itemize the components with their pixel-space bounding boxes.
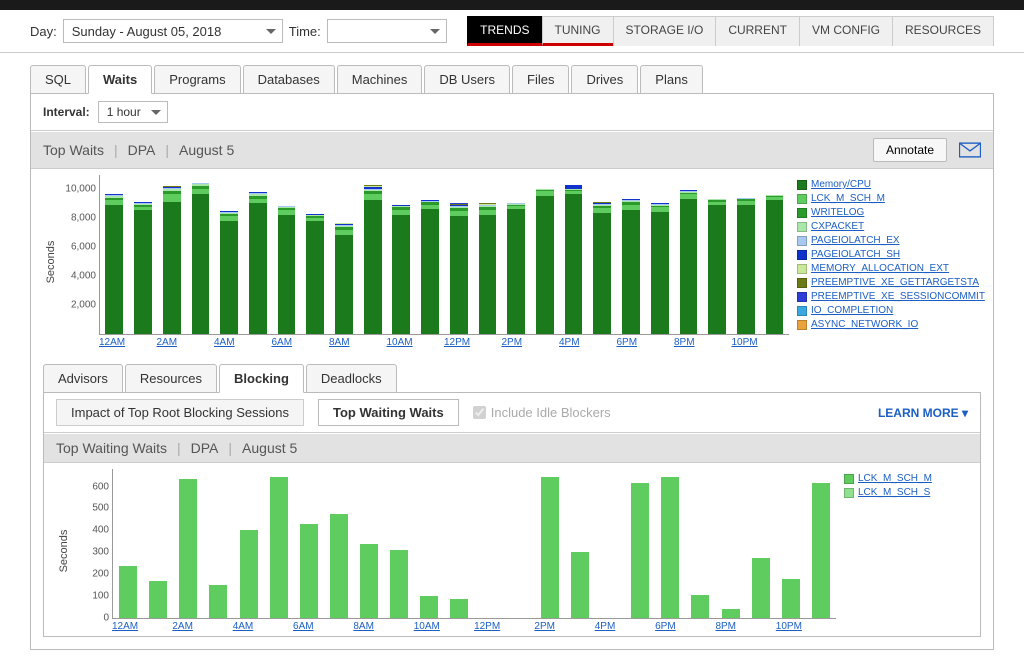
blocking-panel: Impact of Top Root Blocking Sessions Top… [43,392,981,637]
x-tick-link[interactable]: 8PM [715,621,736,632]
nav-tab[interactable]: STORAGE I/O [613,16,717,46]
nav-tab[interactable]: RESOURCES [892,16,994,46]
sub-tab[interactable]: Drives [571,65,638,94]
x-tick-link[interactable]: 8PM [674,337,695,348]
x-tick-link[interactable]: 8AM [329,337,350,348]
nav-tab[interactable]: VM CONFIG [799,16,893,46]
lower-tab[interactable]: Blocking [219,364,304,393]
x-tick-link[interactable]: 2AM [157,337,178,348]
time-label: Time: [289,24,321,39]
legend-item[interactable]: WRITELOG [797,207,989,218]
sub-tab[interactable]: Plans [640,65,703,94]
top-bar [0,0,1024,10]
legend-item[interactable]: LCK_M_SCH_S [844,487,976,498]
filter-top-waiting-button[interactable]: Top Waiting Waits [318,399,459,426]
top-x-axis: 12AMx2AMx4AMx6AMx8AMx10AMx12PMx2PMx4PMx6… [99,335,789,348]
x-tick-link[interactable]: 10AM [414,621,440,632]
lower-tab[interactable]: Deadlocks [306,364,397,393]
lower-tabs: AdvisorsResourcesBlockingDeadlocks [43,364,993,393]
legend-item[interactable]: CXPACKET [797,221,989,232]
day-select[interactable]: Sunday - August 05, 2018 [63,19,283,43]
time-select[interactable] [327,19,447,43]
learn-more-link[interactable]: LEARN MORE [878,406,968,420]
x-tick-link[interactable]: 4PM [595,621,616,632]
top-chart-plot[interactable]: 2,0004,0006,0008,00010,000 [99,175,789,335]
legend-item[interactable]: Memory/CPU [797,179,989,190]
interval-select[interactable]: 1 hour [98,101,168,123]
day-label: Day: [30,24,57,39]
x-tick-link[interactable]: 10PM [732,337,758,348]
bottom-chart-legend: LCK_M_SCH_M LCK_M_SCH_S [836,469,976,632]
main-area: SQLWaitsProgramsDatabasesMachinesDB User… [0,53,1024,662]
sub-tab[interactable]: Programs [154,65,240,94]
sub-tabs: SQLWaitsProgramsDatabasesMachinesDB User… [30,65,994,94]
top-chart-header: Top Waits|DPA|August 5 Annotate [31,131,993,169]
x-tick-link[interactable]: 10AM [387,337,413,348]
legend-item[interactable]: MEMORY_ALLOCATION_EXT [797,263,989,274]
top-chart-title: Top Waits|DPA|August 5 [43,142,234,158]
legend-item[interactable]: IO_COMPLETION [797,305,989,316]
mail-icon[interactable] [959,142,981,158]
blocking-filter-row: Impact of Top Root Blocking Sessions Top… [44,393,980,433]
top-chart-body: Seconds 2,0004,0006,0008,00010,000 12AMx… [31,169,993,352]
nav-tabs: TRENDSTUNINGSTORAGE I/OCURRENTVM CONFIGR… [468,16,994,46]
x-tick-link[interactable]: 12AM [99,337,125,348]
filter-row: Day: Sunday - August 05, 2018 Time: TREN… [0,10,1024,53]
x-tick-link[interactable]: 12AM [112,621,138,632]
x-tick-link[interactable]: 2AM [172,621,193,632]
x-tick-link[interactable]: 10PM [776,621,802,632]
legend-item[interactable]: PAGEIOLATCH_EX [797,235,989,246]
sub-tab[interactable]: Databases [243,65,335,94]
nav-tab[interactable]: CURRENT [715,16,800,46]
lower-tab[interactable]: Resources [125,364,217,393]
include-idle-checkbox[interactable] [473,406,486,419]
sub-tab[interactable]: Waits [88,65,152,94]
lower-tab[interactable]: Advisors [43,364,123,393]
bottom-chart-title: Top Waiting Waits|DPA|August 5 [56,440,297,456]
bottom-x-axis: 12AMx2AMx4AMx6AMx8AMx10AMx12PMx2PMx4PMx6… [112,619,836,632]
annotate-button[interactable]: Annotate [873,138,947,162]
x-tick-link[interactable]: 12PM [474,621,500,632]
interval-label: Interval: [43,105,90,119]
x-tick-link[interactable]: 2PM [502,337,523,348]
x-tick-link[interactable]: 6AM [293,621,314,632]
sub-tab[interactable]: Files [512,65,569,94]
interval-select-value: 1 hour [107,105,141,119]
bottom-chart-plot[interactable]: 0100200300400500600 [112,469,836,619]
top-panel: Interval: 1 hour Top Waits|DPA|August 5 … [30,93,994,650]
legend-item[interactable]: ASYNC_NETWORK_IO [797,319,989,330]
legend-item[interactable]: PREEMPTIVE_XE_SESSIONCOMMIT [797,291,989,302]
x-tick-link[interactable]: 6PM [617,337,638,348]
x-tick-link[interactable]: 12PM [444,337,470,348]
x-tick-link[interactable]: 2PM [534,621,555,632]
filter-impact-button[interactable]: Impact of Top Root Blocking Sessions [56,399,304,426]
legend-item[interactable]: LCK_M_SCH_M [797,193,989,204]
x-tick-link[interactable]: 4AM [233,621,254,632]
bottom-chart-body: Seconds 0100200300400500600 12AMx2AMx4AM… [44,463,980,636]
include-idle-label: Include Idle Blockers [491,405,611,420]
x-tick-link[interactable]: 6AM [272,337,293,348]
top-chart-legend: Memory/CPU LCK_M_SCH_M WRITELOG CXPACKET PAG… [789,175,989,348]
top-chart-area: Seconds 2,0004,0006,0008,00010,000 12AMx… [35,175,789,348]
sub-tab[interactable]: SQL [30,65,86,94]
nav-tab[interactable]: TRENDS [467,16,542,46]
nav-tab[interactable]: TUNING [542,16,614,46]
legend-item[interactable]: PREEMPTIVE_XE_GETTARGETSTA [797,277,989,288]
x-tick-link[interactable]: 4AM [214,337,235,348]
bottom-chart-area: Seconds 0100200300400500600 12AMx2AMx4AM… [48,469,836,632]
x-tick-link[interactable]: 4PM [559,337,580,348]
legend-item[interactable]: PAGEIOLATCH_SH [797,249,989,260]
legend-item[interactable]: LCK_M_SCH_M [844,473,976,484]
bottom-chart-header: Top Waiting Waits|DPA|August 5 [44,433,980,463]
sub-tab[interactable]: Machines [337,65,423,94]
x-tick-link[interactable]: 6PM [655,621,676,632]
interval-row: Interval: 1 hour [31,94,993,131]
day-select-value: Sunday - August 05, 2018 [72,24,222,39]
x-tick-link[interactable]: 8AM [353,621,374,632]
sub-tab[interactable]: DB Users [424,65,510,94]
include-idle-wrap: Include Idle Blockers [473,405,611,420]
